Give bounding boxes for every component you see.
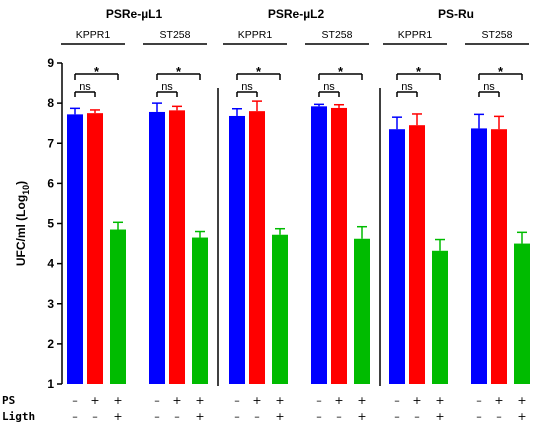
condition-symbol: + bbox=[435, 410, 444, 423]
significance-star: * bbox=[416, 64, 422, 79]
condition-symbol: + bbox=[435, 394, 444, 407]
condition-symbol: + bbox=[275, 394, 284, 407]
significance-ns: ns bbox=[79, 81, 91, 93]
condition-symbol: + bbox=[195, 410, 204, 423]
y-axis-label-close: ) bbox=[14, 181, 28, 185]
condition-symbol: + bbox=[412, 394, 421, 407]
condition-row-label: PS bbox=[2, 394, 15, 407]
significance-star: * bbox=[498, 64, 504, 79]
condition-symbol: – bbox=[92, 410, 98, 423]
y-tick-label: 6 bbox=[47, 176, 54, 190]
condition-symbol: + bbox=[494, 394, 503, 407]
bar bbox=[67, 114, 83, 385]
condition-symbol: – bbox=[336, 410, 342, 423]
condition-symbol: + bbox=[357, 394, 366, 407]
bar bbox=[272, 234, 288, 384]
condition-symbol: – bbox=[316, 410, 322, 423]
significance-star: * bbox=[338, 64, 344, 79]
y-tick-label: 5 bbox=[47, 217, 54, 231]
condition-symbol: – bbox=[414, 410, 420, 423]
condition-symbol: – bbox=[316, 394, 322, 407]
bar bbox=[471, 128, 487, 384]
bar bbox=[432, 250, 448, 384]
condition-symbol: – bbox=[394, 410, 400, 423]
bar bbox=[87, 113, 103, 384]
condition-symbol: + bbox=[113, 410, 122, 423]
condition-symbol: – bbox=[496, 410, 502, 423]
bar bbox=[249, 111, 265, 385]
significance-ns: ns bbox=[401, 81, 413, 93]
condition-symbol: + bbox=[334, 394, 343, 407]
significance-ns: ns bbox=[323, 81, 335, 93]
y-tick-label: 7 bbox=[47, 136, 54, 150]
y-tick-label: 3 bbox=[47, 297, 54, 311]
significance-ns: ns bbox=[483, 81, 495, 93]
bar bbox=[491, 129, 507, 384]
condition-symbol: – bbox=[154, 394, 160, 407]
significance-ns: ns bbox=[161, 81, 173, 93]
subgroup-label: ST258 bbox=[160, 29, 191, 41]
y-tick-label: 4 bbox=[47, 257, 54, 271]
significance-star: * bbox=[94, 64, 100, 79]
condition-symbol: + bbox=[357, 410, 366, 423]
bar bbox=[409, 125, 425, 384]
condition-symbol: – bbox=[154, 410, 160, 423]
subgroup-label: KPPR1 bbox=[76, 29, 111, 41]
bar bbox=[354, 238, 370, 384]
condition-symbol: – bbox=[254, 410, 260, 423]
y-axis-label: UFC/ml (Log10) bbox=[14, 181, 31, 266]
y-tick-label: 9 bbox=[47, 56, 54, 70]
significance-ns: ns bbox=[241, 81, 253, 93]
subgroup-label: ST258 bbox=[482, 29, 513, 41]
bar bbox=[169, 110, 185, 384]
bar bbox=[110, 229, 126, 384]
condition-symbol: + bbox=[195, 394, 204, 407]
condition-symbol: – bbox=[394, 394, 400, 407]
y-axis-label-main: UFC/ml (Log bbox=[14, 195, 28, 266]
condition-symbol: + bbox=[172, 394, 181, 407]
y-axis-label-subscript: 10 bbox=[21, 185, 31, 195]
condition-symbol: – bbox=[234, 394, 240, 407]
bar bbox=[389, 129, 405, 384]
y-tick-label: 2 bbox=[47, 337, 54, 351]
group-title: PSRe-µL2 bbox=[268, 7, 325, 21]
condition-symbol: – bbox=[234, 410, 240, 423]
condition-row-label: Ligth bbox=[2, 410, 35, 423]
bar bbox=[514, 243, 530, 384]
bar bbox=[192, 237, 208, 384]
condition-symbol: – bbox=[476, 410, 482, 423]
significance-star: * bbox=[176, 64, 182, 79]
group-title: PSRe-µL1 bbox=[106, 7, 163, 21]
significance-star: * bbox=[256, 64, 262, 79]
condition-symbol: – bbox=[72, 394, 78, 407]
condition-symbol: – bbox=[174, 410, 180, 423]
y-tick-label: 1 bbox=[47, 377, 54, 391]
condition-symbol: + bbox=[113, 394, 122, 407]
bar bbox=[311, 106, 327, 385]
y-tick-label: 8 bbox=[47, 96, 54, 110]
subgroup-label: KPPR1 bbox=[398, 29, 433, 41]
bar bbox=[331, 107, 347, 384]
condition-symbol: + bbox=[90, 394, 99, 407]
condition-symbol: + bbox=[517, 410, 526, 423]
condition-symbol: + bbox=[275, 410, 284, 423]
bar bbox=[229, 115, 245, 384]
condition-symbol: + bbox=[252, 394, 261, 407]
condition-symbol: + bbox=[517, 394, 526, 407]
subgroup-label: ST258 bbox=[322, 29, 353, 41]
condition-symbol: – bbox=[476, 394, 482, 407]
bar bbox=[149, 111, 165, 384]
subgroup-label: KPPR1 bbox=[238, 29, 273, 41]
group-title: PS-Ru bbox=[438, 7, 474, 21]
condition-symbol: – bbox=[72, 410, 78, 423]
